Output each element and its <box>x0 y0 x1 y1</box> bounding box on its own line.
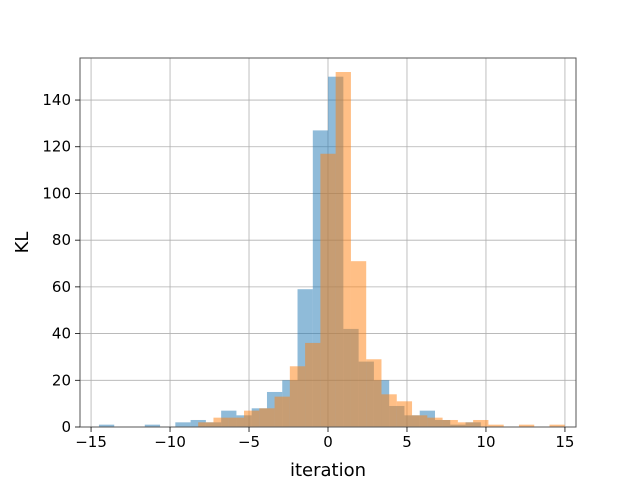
histogram-bar-series-1 <box>175 422 191 427</box>
histogram-bar-series-2 <box>244 410 260 427</box>
histogram-bar-series-2 <box>488 424 504 427</box>
histogram-bar-series-1 <box>98 424 115 427</box>
histogram-bar-series-2 <box>518 424 535 427</box>
y-tick-label: 100 <box>42 184 71 202</box>
x-tick-label: 15 <box>555 433 574 451</box>
x-tick-label: −15 <box>75 433 107 451</box>
y-tick-label: 80 <box>52 231 71 249</box>
y-tick-label: 20 <box>52 371 71 389</box>
y-tick-label: 40 <box>52 325 71 343</box>
x-tick-label: 10 <box>476 433 495 451</box>
histogram-bars <box>98 72 565 428</box>
histogram-bar-series-1 <box>144 424 161 427</box>
histogram-bar-series-2 <box>228 417 245 427</box>
histogram-bar-series-2 <box>427 417 443 427</box>
x-axis-label: iteration <box>290 460 366 480</box>
histogram-bar-series-2 <box>396 401 413 427</box>
histogram-bar-series-2 <box>274 396 290 427</box>
histogram-bar-series-2 <box>473 419 489 427</box>
histogram-bar-series-2 <box>213 417 229 427</box>
histogram-bar-series-2 <box>381 394 397 427</box>
histogram-bar-series-2 <box>335 72 351 427</box>
histogram-bar-series-2 <box>457 422 474 427</box>
histogram-bar-series-2 <box>549 424 565 427</box>
y-tick-label: 120 <box>42 138 71 156</box>
histogram-bar-series-2 <box>412 415 428 427</box>
x-tick-label: −5 <box>238 433 260 451</box>
histogram-bar-series-2 <box>305 342 321 427</box>
x-tick-label: 0 <box>323 433 333 451</box>
histogram-bar-series-2 <box>289 366 306 427</box>
y-axis-label: KL <box>12 232 33 254</box>
histogram-bar-series-2 <box>198 422 214 427</box>
axis-ticks: −15 −10 −5 0 5 10 15 0 20 40 60 80 100 120 140 <box>42 91 574 451</box>
histogram-bar-series-2 <box>350 261 367 427</box>
histogram-bar-series-2 <box>366 359 382 427</box>
x-tick-label: 5 <box>402 433 412 451</box>
histogram-bar-series-2 <box>259 408 275 427</box>
y-tick-label: 60 <box>52 278 71 296</box>
histogram-bar-series-2 <box>320 153 336 427</box>
y-tick-label: 140 <box>42 91 71 109</box>
y-tick-label: 0 <box>61 418 71 436</box>
x-tick-label: −10 <box>154 433 186 451</box>
histogram-bar-series-2 <box>442 419 458 427</box>
